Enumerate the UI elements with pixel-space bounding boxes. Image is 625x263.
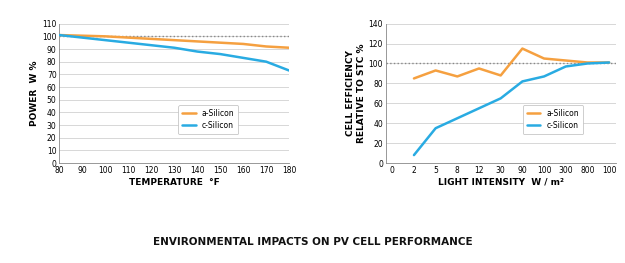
a-Silicon (475, 67, 482, 70)
a-Silicon (262, 45, 270, 48)
a-Silicon (79, 34, 86, 37)
c-Silicon (454, 117, 461, 120)
c-Silicon (79, 36, 86, 39)
Legend: a-Silicon, c-Silicon: a-Silicon, c-Silicon (178, 105, 238, 134)
c-Silicon (541, 75, 548, 78)
X-axis label: TEMPERATURE  °F: TEMPERATURE °F (129, 178, 219, 187)
a-Silicon (171, 39, 178, 42)
c-Silicon (102, 39, 109, 42)
c-Silicon (239, 56, 247, 59)
Text: ENVIRONMENTAL IMPACTS ON PV CELL PERFORMANCE: ENVIRONMENTAL IMPACTS ON PV CELL PERFORM… (152, 237, 472, 247)
c-Silicon (475, 107, 482, 110)
a-Silicon (606, 61, 613, 64)
c-Silicon (432, 127, 439, 130)
a-Silicon (239, 42, 247, 45)
c-Silicon (410, 154, 418, 157)
a-Silicon (454, 75, 461, 78)
Y-axis label: CELL EFFICIENCY
RELATIVE TO STC %: CELL EFFICIENCY RELATIVE TO STC % (346, 44, 366, 143)
c-Silicon (194, 50, 201, 53)
c-Silicon (562, 65, 569, 68)
c-Silicon (519, 80, 526, 83)
a-Silicon (584, 61, 591, 64)
c-Silicon (171, 46, 178, 49)
c-Silicon (262, 60, 270, 63)
c-Silicon (216, 53, 224, 56)
a-Silicon (432, 69, 439, 72)
Line: c-Silicon: c-Silicon (414, 63, 609, 155)
c-Silicon (124, 41, 132, 44)
c-Silicon (56, 33, 63, 37)
c-Silicon (584, 62, 591, 65)
c-Silicon (286, 69, 293, 72)
c-Silicon (606, 61, 613, 64)
a-Silicon (286, 46, 293, 49)
a-Silicon (216, 41, 224, 44)
a-Silicon (148, 37, 155, 41)
X-axis label: LIGHT INTENSITY  W / m²: LIGHT INTENSITY W / m² (438, 178, 564, 187)
a-Silicon (124, 36, 132, 39)
Line: a-Silicon: a-Silicon (414, 49, 609, 78)
c-Silicon (148, 44, 155, 47)
a-Silicon (102, 35, 109, 38)
a-Silicon (562, 59, 569, 62)
a-Silicon (541, 57, 548, 60)
a-Silicon (497, 74, 504, 77)
c-Silicon (497, 97, 504, 100)
a-Silicon (410, 77, 418, 80)
Line: a-Silicon: a-Silicon (59, 35, 289, 48)
a-Silicon (519, 47, 526, 50)
Line: c-Silicon: c-Silicon (59, 35, 289, 70)
Legend: a-Silicon, c-Silicon: a-Silicon, c-Silicon (523, 105, 583, 134)
Y-axis label: POWER  W %: POWER W % (31, 60, 39, 126)
a-Silicon (56, 33, 63, 37)
a-Silicon (194, 40, 201, 43)
